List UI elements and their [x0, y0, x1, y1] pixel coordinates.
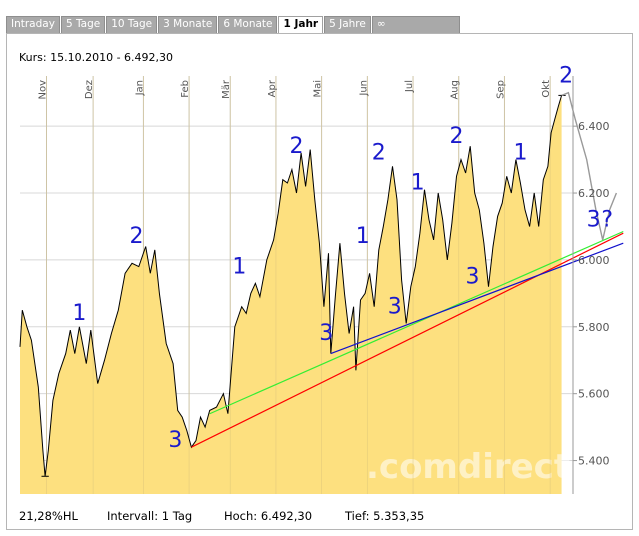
wave-label: ?: [601, 207, 613, 232]
month-label: Okt: [541, 80, 552, 98]
interval-info: Intervall: 1 Tag: [107, 509, 193, 523]
y-tick-label: 5.600: [578, 388, 610, 401]
blue-trendline: [330, 242, 624, 355]
tab-5-tage[interactable]: 5 Tage: [60, 16, 106, 33]
tab-1-jahr[interactable]: 1 Jahr: [278, 16, 324, 34]
low-value: Tief: 5.353,35: [345, 509, 425, 523]
wave-label: 3: [168, 428, 182, 453]
month-label: Jul: [404, 80, 415, 93]
wave-label: 2: [449, 124, 463, 149]
tab-5-jahre[interactable]: 5 Jahre: [324, 16, 371, 33]
watermark: .comdirect: [366, 447, 570, 487]
month-label: Jun: [358, 80, 369, 97]
wave-label: 1: [411, 171, 425, 196]
green-trendline: [209, 230, 624, 415]
wave-label: 2: [290, 134, 304, 159]
wave-label: 1: [513, 141, 527, 166]
hl-percent: 21,28%HL: [19, 509, 78, 523]
wave-label: 1: [356, 224, 370, 249]
wave-label: 2: [372, 141, 386, 166]
period-tabs: Intraday 5 Tage 10 Tage 3 Monate 6 Monat…: [6, 16, 461, 34]
red-trendline: [191, 232, 624, 448]
wave-label: 3: [587, 207, 601, 232]
high-value: Hoch: 6.492,30: [224, 509, 313, 523]
month-label: Apr: [267, 79, 278, 97]
tab-10-tage[interactable]: 10 Tage: [106, 16, 158, 33]
month-label: Aug: [450, 80, 461, 100]
tab-max[interactable]: ∞: [371, 16, 460, 33]
tab-6-monate[interactable]: 6 Monate: [218, 16, 278, 33]
y-tick-label: 6.000: [578, 254, 610, 267]
wave-label: 2: [130, 224, 144, 249]
tab-3-monate[interactable]: 3 Monate: [158, 16, 218, 33]
wave-label: 1: [232, 254, 246, 279]
wave-label: 1: [72, 301, 86, 326]
wave-label: 2: [559, 64, 573, 89]
month-label: Feb: [180, 80, 191, 98]
price-line: [19, 95, 563, 477]
price-area: [20, 95, 562, 495]
wave-label: 3: [465, 264, 479, 289]
forecast-line: [561, 91, 618, 241]
y-tick-label: 5.400: [578, 455, 610, 468]
month-label: Sep: [495, 80, 506, 99]
month-label: Nov: [38, 80, 49, 100]
y-tick-label: 6.400: [578, 120, 610, 133]
month-label: Jan: [134, 80, 145, 96]
y-tick-label: 6.200: [578, 187, 610, 200]
y-tick-label: 5.800: [578, 321, 610, 334]
wave-label: 3: [388, 294, 402, 319]
wave-label: 3: [319, 321, 333, 346]
month-label: Mär: [221, 79, 232, 99]
price-info: Kurs: 15.10.2010 - 6.492,30: [19, 51, 174, 64]
month-label: Mai: [313, 80, 324, 98]
tab-intraday[interactable]: Intraday: [6, 16, 60, 33]
month-label: Dez: [84, 80, 95, 99]
